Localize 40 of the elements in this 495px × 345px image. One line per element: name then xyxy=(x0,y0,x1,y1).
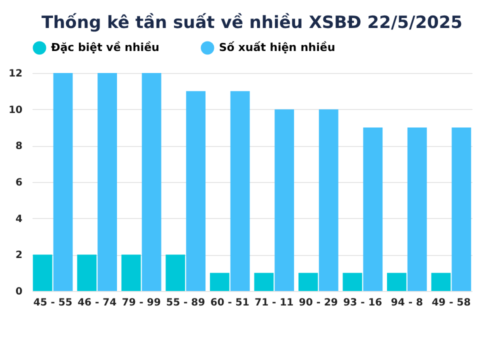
bar xyxy=(274,109,294,291)
bar xyxy=(254,272,274,291)
x-tick-label: 49 - 58 xyxy=(432,298,471,308)
x-tick-label: 71 - 11 xyxy=(254,298,294,308)
bar xyxy=(407,128,427,291)
bar xyxy=(452,128,472,291)
legend-label: Đặc biệt về nhiều xyxy=(51,40,160,54)
bar xyxy=(342,272,362,291)
bar xyxy=(142,73,162,291)
x-tick-label: 93 - 16 xyxy=(343,298,382,308)
bar xyxy=(318,109,338,291)
bar xyxy=(210,272,230,291)
x-tick-label: 45 - 55 xyxy=(33,298,72,308)
y-tick-label: 10 xyxy=(8,104,23,116)
y-tick-label: 4 xyxy=(16,214,23,225)
bar xyxy=(32,254,52,291)
chart-title: Thống kê tần suất về nhiều XSBĐ 22/5/2025 xyxy=(41,13,463,33)
bar xyxy=(363,128,383,291)
y-tick-label: 8 xyxy=(16,141,23,152)
x-tick-label: 55 - 89 xyxy=(166,298,206,308)
x-tick-label: 90 - 29 xyxy=(298,298,338,308)
y-tick-label: 0 xyxy=(16,286,23,298)
y-tick-label: 6 xyxy=(16,178,23,188)
bar xyxy=(77,254,97,291)
bar xyxy=(166,254,186,291)
x-tick-label: 60 - 51 xyxy=(210,298,250,308)
bar xyxy=(298,272,318,291)
bar xyxy=(121,254,141,291)
bar xyxy=(53,73,73,291)
bar xyxy=(98,73,117,291)
bar xyxy=(431,272,451,291)
bar xyxy=(230,91,250,291)
x-tick-label: 79 - 99 xyxy=(122,298,161,308)
y-tick-label: 2 xyxy=(16,250,23,262)
x-tick-label: 94 - 8 xyxy=(390,298,423,308)
bar xyxy=(186,91,206,291)
legend-label: Số xuất hiện nhiều xyxy=(219,40,336,54)
y-tick-label: 12 xyxy=(8,68,23,80)
x-tick-label: 46 - 74 xyxy=(78,298,117,308)
bar xyxy=(387,272,406,291)
